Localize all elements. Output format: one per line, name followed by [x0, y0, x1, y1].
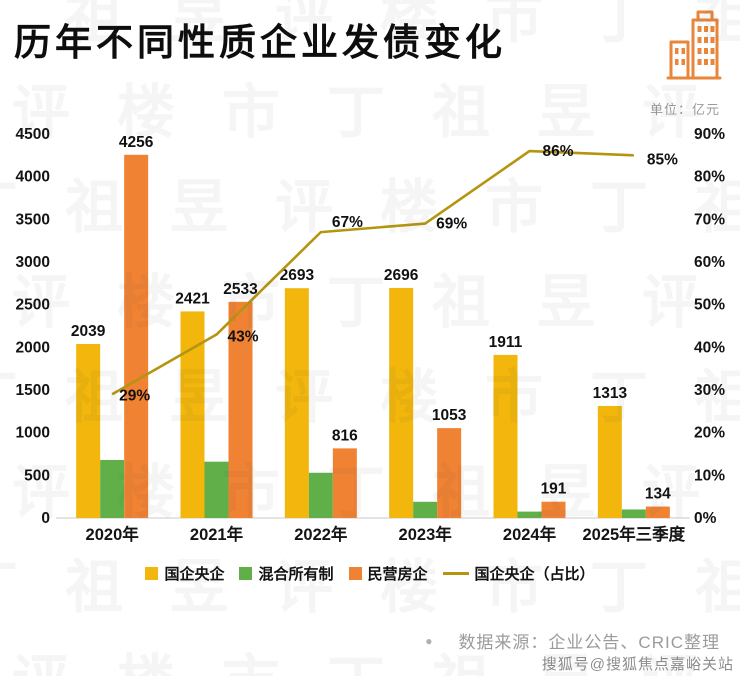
bar [597, 405, 622, 518]
bar [413, 501, 438, 518]
legend-item: 国企央企（占比） [442, 563, 595, 584]
bar [493, 354, 518, 518]
bar-value-label: 1053 [432, 407, 467, 424]
bar-value-label: 816 [332, 427, 358, 444]
right-axis-tick: 0% [694, 510, 717, 527]
pct-label: 67% [332, 214, 363, 231]
bar [621, 509, 646, 518]
legend-swatch-icon [145, 567, 159, 580]
pct-label: 85% [647, 151, 678, 168]
legend-swatch-icon [348, 567, 362, 580]
bullet-dot-icon: ● [425, 633, 433, 648]
right-axis-tick: 20% [694, 425, 725, 442]
right-axis-tick: 40% [694, 339, 725, 356]
bar-value-label: 2696 [384, 267, 419, 284]
left-axis-tick: 3000 [16, 254, 50, 271]
source-row: ● 数据来源：企业公告、CRIC整理 [425, 628, 720, 653]
x-axis-label: 2025年三季度 [582, 524, 685, 544]
left-axis-tick: 4500 [16, 126, 50, 143]
x-axis-label: 2022年 [294, 524, 348, 544]
page-title: 历年不同性质企业发债变化 [14, 22, 506, 63]
watermark-char: 丁 [590, 0, 649, 51]
left-axis-tick: 4000 [16, 169, 50, 186]
left-axis-tick: 2500 [16, 297, 50, 314]
left-axis-tick: 1000 [16, 425, 50, 442]
x-axis-label: 2021年 [190, 524, 244, 544]
legend-item: 民营房企 [348, 563, 428, 584]
right-axis-tick: 10% [694, 467, 725, 484]
pct-label: 69% [436, 216, 467, 233]
bar [308, 472, 333, 518]
watermark-char: 丁 [327, 635, 385, 676]
buildings-icon [664, 6, 724, 87]
legend-line-icon [442, 572, 469, 575]
bar [645, 506, 670, 518]
bar-value-label: 2039 [71, 323, 106, 340]
watermark-char: 评 [12, 635, 70, 676]
x-axis-label: 2020年 [86, 524, 140, 544]
bar [124, 154, 149, 518]
right-axis-tick: 50% [694, 297, 725, 314]
right-axis-tick: 80% [694, 169, 725, 186]
bar-value-label: 1313 [593, 385, 628, 402]
x-axis-label: 2024年 [503, 524, 557, 544]
right-axis-tick: 90% [694, 126, 725, 143]
pct-label: 86% [543, 143, 574, 160]
watermark-char: 市 [222, 635, 280, 676]
right-axis-tick: 60% [694, 254, 725, 271]
bar [284, 288, 309, 518]
pct-label: 29% [119, 387, 150, 404]
right-axis-tick: 30% [694, 382, 725, 399]
left-axis-tick: 500 [24, 467, 50, 484]
bar-value-label: 4256 [119, 134, 154, 151]
bar-value-label: 1911 [489, 334, 523, 351]
bar-value-label: 2421 [175, 290, 210, 307]
legend-label: 国企央企（占比） [474, 566, 595, 583]
left-axis-tick: 0 [41, 510, 50, 527]
bar-line-chart: 0 500 1000 1500 2000 2500 3000 3500 4000 4500 0% 10… [16, 126, 726, 544]
data-source-text: 数据来源：企业公告、CRIC整理 [458, 633, 720, 652]
left-axis-tick: 3500 [16, 211, 50, 228]
legend-label: 民营房企 [367, 566, 428, 583]
trend-line [111, 149, 634, 396]
bar [437, 428, 462, 518]
bar [180, 311, 205, 518]
bar [541, 501, 566, 518]
sohu-credit-text: 搜狐号@搜狐焦点嘉峪关站 [541, 656, 734, 673]
bar [100, 459, 125, 518]
legend-label: 国企央企 [164, 566, 225, 583]
left-axis-tick: 1500 [16, 382, 50, 399]
bar-value-label: 134 [645, 486, 671, 503]
watermark-char: 楼 [117, 635, 175, 676]
left-axis-tick: 2000 [16, 339, 50, 356]
x-axis-label: 2023年 [399, 524, 453, 544]
unit-label: 单位：亿元 [649, 102, 720, 117]
bar-value-label: 2693 [280, 267, 315, 284]
chart-legend: 国企央企 混合所有制 民营房企 国企央企（占比） [0, 563, 740, 584]
legend-swatch-icon [239, 567, 253, 580]
bar [332, 448, 357, 518]
bar-value-label: 2533 [223, 281, 258, 298]
bar [228, 301, 253, 518]
bar [517, 511, 542, 518]
legend-item: 国企央企 [145, 563, 224, 584]
right-axis-tick: 70% [694, 211, 725, 228]
bar [204, 461, 229, 518]
legend-item: 混合所有制 [239, 563, 334, 584]
bar [389, 287, 414, 518]
bar [76, 344, 101, 518]
pct-label: 43% [228, 329, 259, 346]
bar-value-label: 191 [541, 481, 567, 498]
legend-label: 混合所有制 [258, 566, 334, 583]
